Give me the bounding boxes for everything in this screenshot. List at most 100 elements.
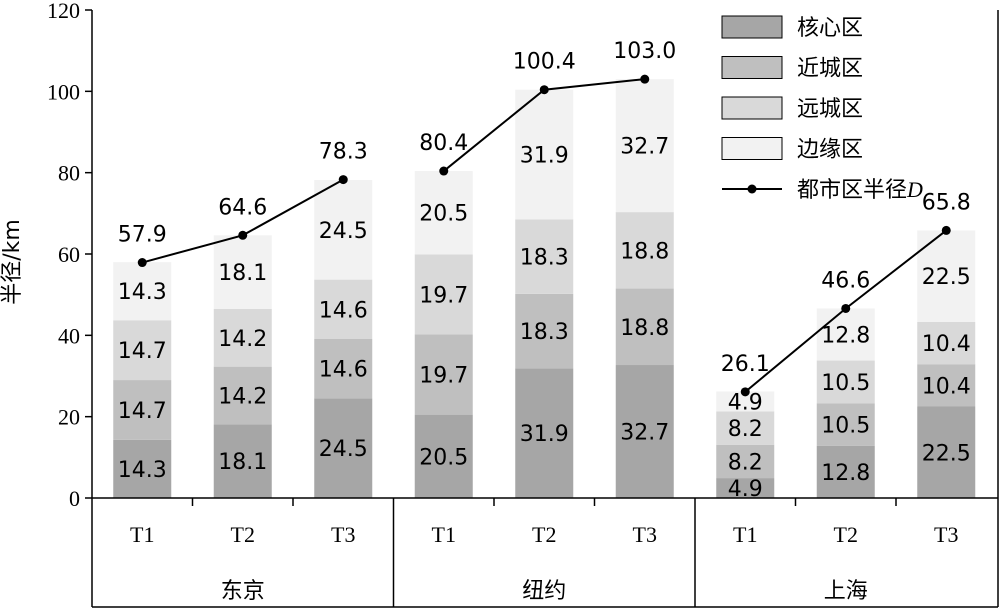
bar-segment (414, 414, 473, 498)
bar-segment (113, 262, 172, 321)
segment-label: 10.4 (922, 332, 971, 357)
legend-label: 近城区 (797, 57, 863, 82)
radius-value-label: 80.4 (419, 131, 468, 156)
segment-label: 8.2 (728, 417, 763, 442)
radius-value-label: 57.9 (118, 223, 167, 248)
segment-label: 18.1 (218, 450, 267, 475)
bar-segment (314, 398, 373, 498)
segment-label: 14.3 (118, 280, 167, 305)
bar-segment (213, 366, 272, 425)
segment-label: 31.9 (520, 422, 569, 447)
legend-label: 核心区 (797, 16, 863, 41)
segment-label: 12.8 (821, 461, 870, 486)
radius-point (137, 258, 147, 268)
bar-segment (917, 364, 976, 407)
segment-label: 10.4 (922, 374, 971, 399)
x-category-label: T2 (834, 522, 858, 547)
segment-label: 18.3 (520, 320, 569, 345)
bar-segment (615, 365, 674, 498)
segment-label: 14.2 (218, 327, 267, 352)
segment-label: 22.5 (922, 265, 971, 290)
segment-label: 31.9 (520, 144, 569, 169)
bar-segment (816, 445, 875, 498)
segment-label: 14.6 (319, 298, 368, 323)
x-group-label: 东京 (221, 579, 265, 604)
x-category-label: T3 (934, 522, 958, 547)
bar-segment (917, 321, 976, 365)
segment-label: 20.5 (419, 445, 468, 470)
segment-label: 18.8 (620, 239, 669, 264)
legend-label: 都市区半径D (797, 177, 923, 203)
segment-label: 14.7 (118, 399, 167, 424)
radius-value-label: 100.4 (513, 50, 576, 75)
segment-label: 32.7 (620, 421, 669, 446)
segment-label: 14.6 (319, 358, 368, 383)
radius-value-label: 78.3 (319, 140, 368, 165)
segment-label: 14.2 (218, 385, 267, 410)
radius-value-label: 26.1 (721, 352, 770, 377)
bar-segment (816, 403, 875, 446)
legend-swatch (721, 137, 783, 160)
segment-label: 12.8 (821, 324, 870, 349)
segment-label: 14.3 (118, 458, 167, 483)
segment-label: 24.5 (319, 437, 368, 462)
bar-segment (414, 171, 473, 255)
radius-line-layer: 57.9 64.6 78.3 80.4 100.4 103.0 26.1 46.6 65.8 (118, 39, 971, 397)
bar-segment (716, 411, 775, 445)
segment-label: 10.5 (821, 371, 870, 396)
bar-segment (213, 308, 272, 367)
bar-segment (515, 89, 574, 220)
bar-segment (414, 334, 473, 415)
radius-value-label: 65.8 (922, 190, 971, 215)
legend-swatch (721, 15, 783, 39)
legend-label-italic: D (906, 177, 923, 202)
y-tick-label: 40 (58, 323, 80, 348)
x-category-label: T1 (733, 522, 757, 547)
axes-layer: 0 20 40 60 80 100 120 T1 T2 T3 东京 T1 T2 T3 纽约 T1 T2 T3 上海 (47, 0, 999, 608)
y-tick-label: 60 (58, 242, 80, 267)
segment-label: 18.1 (218, 261, 267, 286)
bar-segment (816, 308, 875, 361)
bar-segment (213, 235, 272, 309)
radius-point (740, 387, 750, 397)
radius-value-label: 64.6 (218, 195, 267, 220)
bar-segment (314, 279, 373, 339)
segment-label: 14.7 (118, 339, 167, 364)
x-group-label: 上海 (824, 579, 868, 604)
x-category-label: T1 (130, 522, 154, 547)
segment-label: 8.2 (728, 450, 763, 475)
radius-point (841, 303, 851, 313)
bar-segment (515, 293, 574, 369)
radius-point (439, 166, 449, 176)
y-axis-title: 半径/km (0, 219, 25, 305)
radius-point (238, 230, 248, 240)
y-tick-label: 100 (47, 79, 80, 104)
bar-segment (816, 360, 875, 404)
segment-label: 19.7 (419, 364, 468, 389)
bar-segment (314, 338, 373, 399)
segment-label: 19.7 (419, 283, 468, 308)
x-category-label: T3 (633, 522, 657, 547)
segment-label: 10.5 (821, 414, 870, 439)
y-tick-label: 80 (58, 161, 80, 186)
legend-line-marker (747, 184, 757, 194)
bar-segment (113, 320, 172, 381)
x-category-label: T1 (432, 522, 456, 547)
legend-swatch (721, 96, 783, 120)
x-group-label: 纽约 (522, 579, 566, 604)
bar-segment (716, 478, 775, 498)
legend-label: 远城区 (797, 97, 863, 122)
x-category-label: T3 (331, 522, 355, 547)
bar-segment (113, 380, 172, 440)
segment-label: 24.5 (319, 219, 368, 244)
radius-value-label: 103.0 (613, 39, 676, 64)
y-tick-label: 0 (69, 486, 80, 511)
segment-label: 32.7 (620, 135, 669, 160)
bars-layer: 14.3 18.124.5 20.531.9 32.74.912.822.514.71… (113, 79, 976, 502)
segment-label: 20.5 (419, 202, 468, 227)
bar-segment (113, 439, 172, 498)
y-tick-label: 20 (58, 405, 80, 430)
bar-segment (314, 179, 373, 280)
